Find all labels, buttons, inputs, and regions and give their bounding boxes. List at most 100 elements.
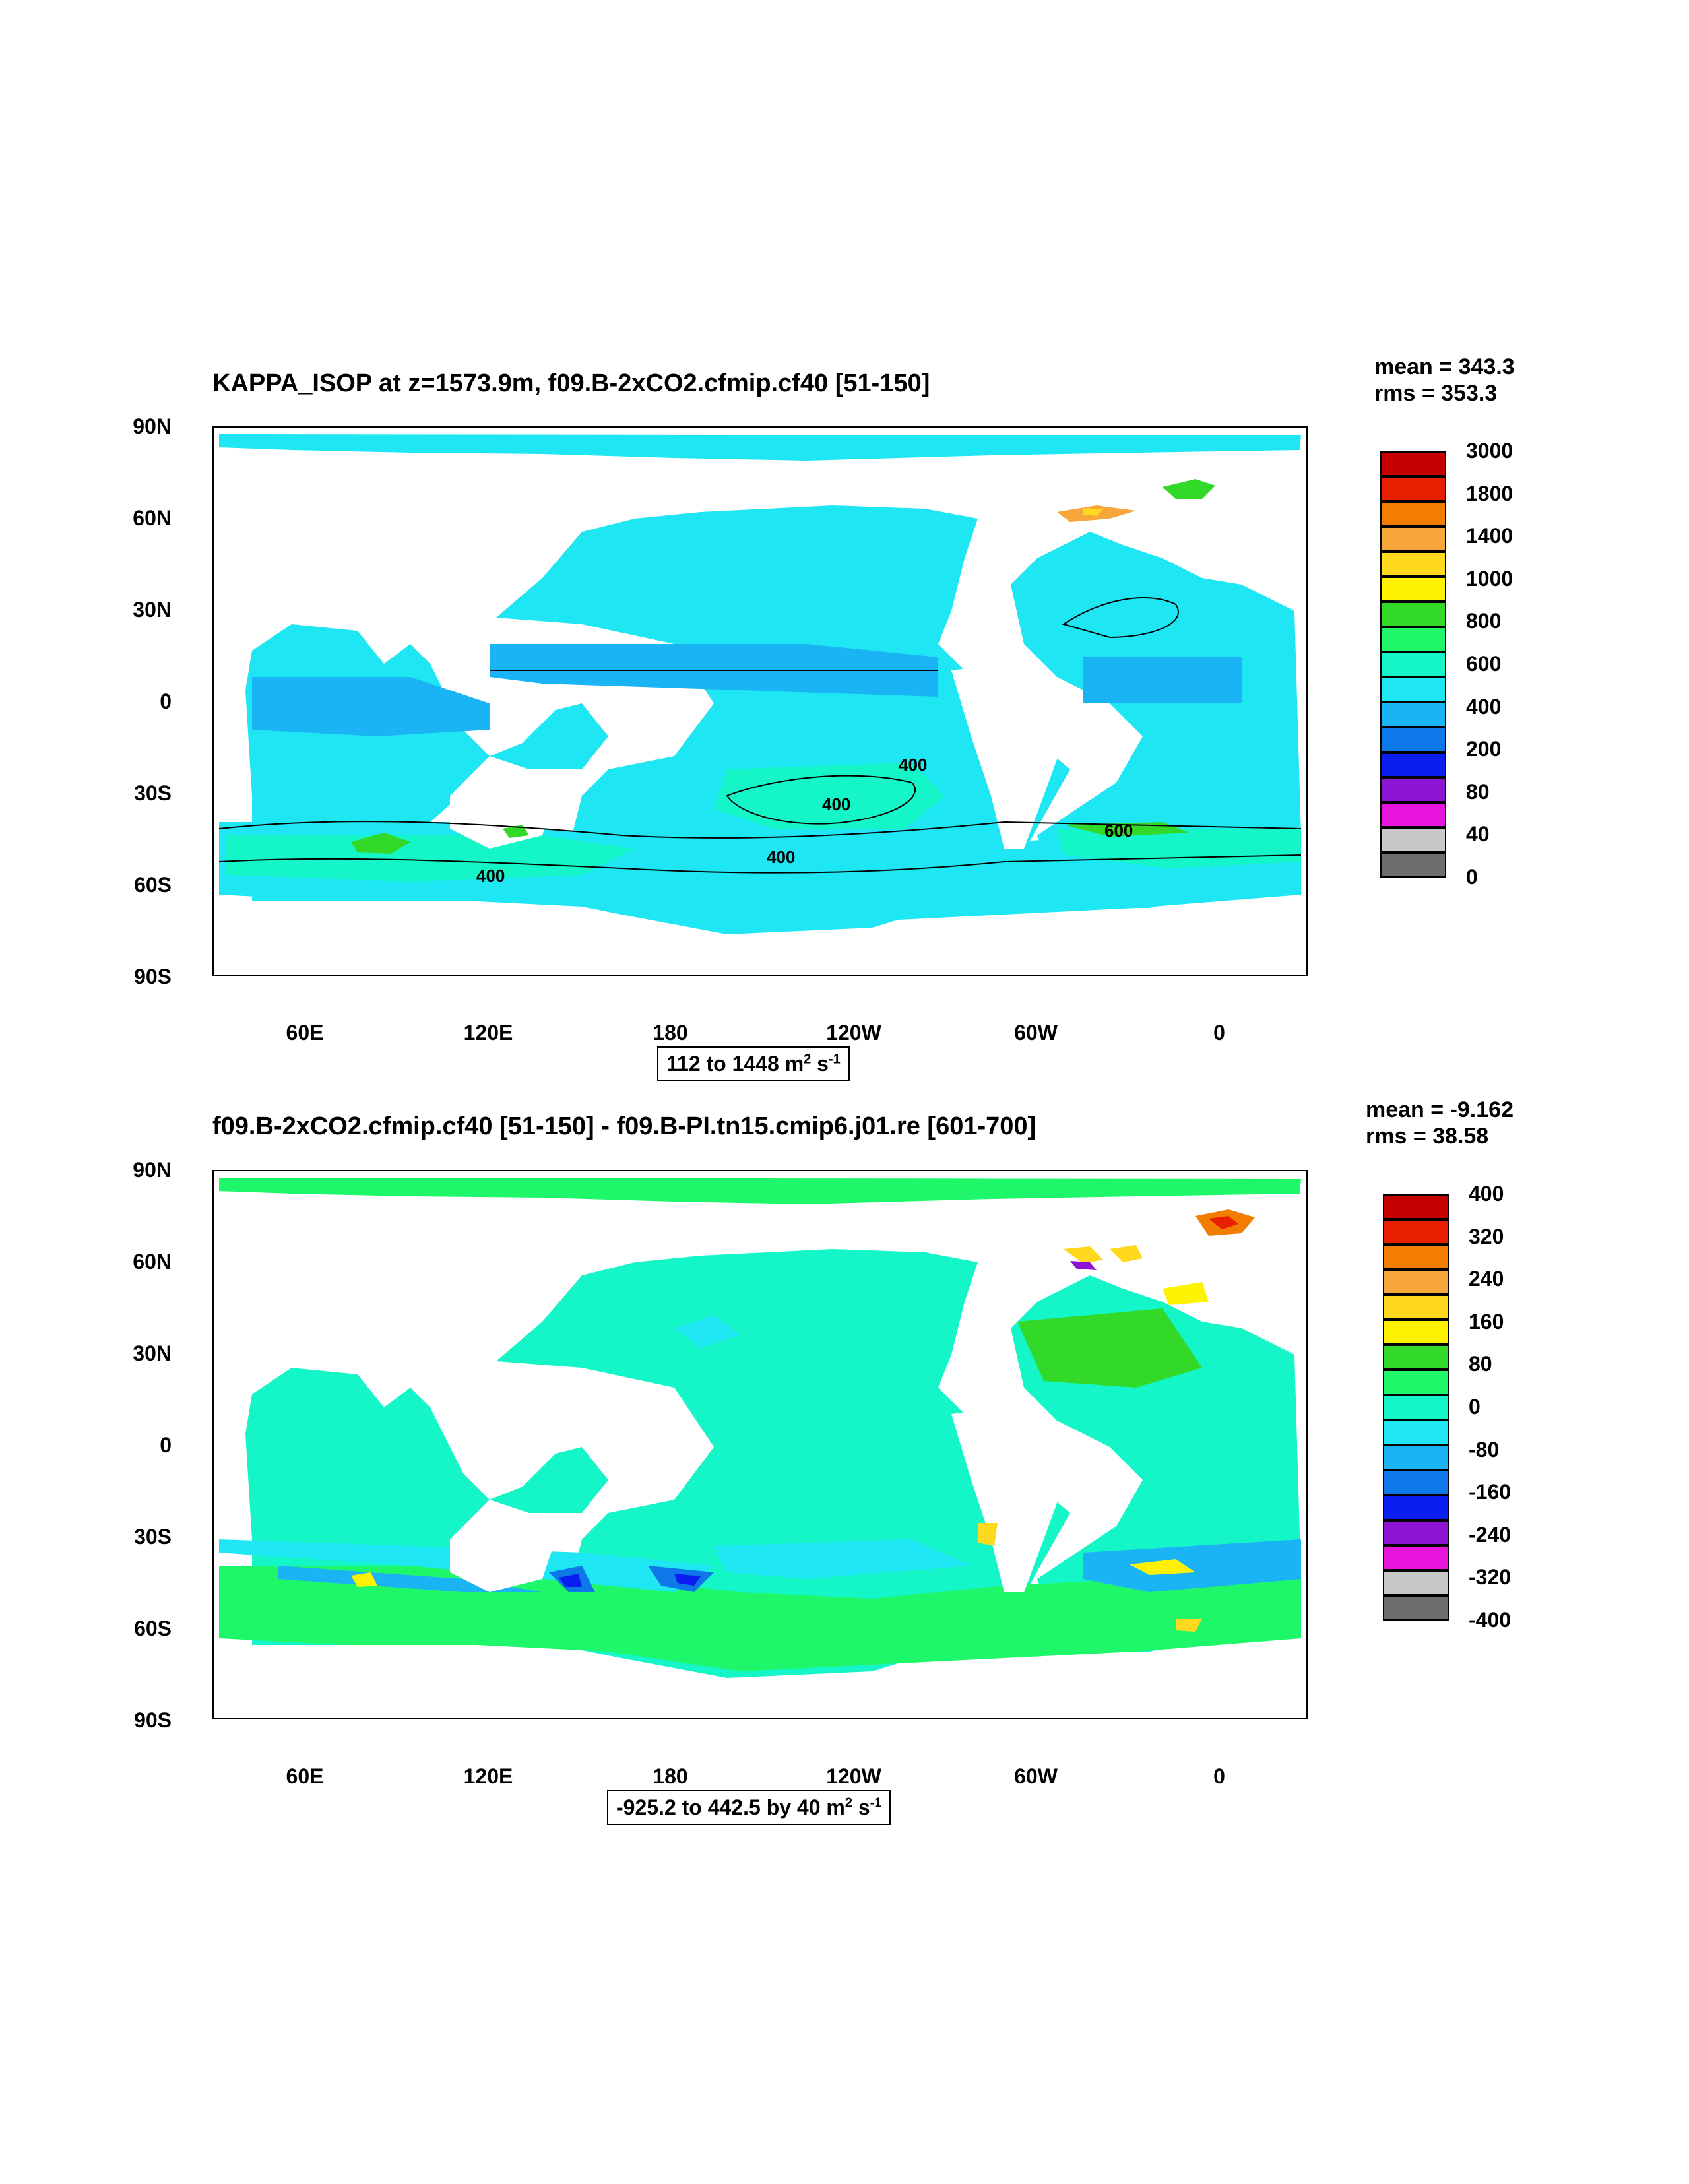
top-colorbar-box bbox=[1380, 451, 1446, 476]
bottom-colorbar-box bbox=[1383, 1395, 1449, 1420]
lat-label-90N: 90N bbox=[133, 414, 172, 438]
top-colorbar-box bbox=[1380, 702, 1446, 727]
bottom-map bbox=[212, 1170, 1308, 1719]
lat-label-60N-b: 60N bbox=[133, 1250, 172, 1273]
contour-label-5: 600 bbox=[1104, 821, 1133, 841]
top-ocean-fill bbox=[219, 434, 1301, 934]
top-colorbar-label: 1400 bbox=[1466, 524, 1514, 548]
bottom-colorbar-box bbox=[1383, 1570, 1449, 1595]
top-mean: mean = 343.3 bbox=[1374, 354, 1515, 379]
lat-label-90N-b: 90N bbox=[133, 1158, 172, 1182]
top-colorbar-box bbox=[1380, 501, 1446, 527]
top-contour-labels: 400 400 400 400 600 bbox=[476, 755, 1133, 885]
top-stats: mean = 343.3 rms = 353.3 bbox=[1374, 354, 1515, 406]
bottom-colorbar-box bbox=[1383, 1219, 1449, 1244]
lon-label-120E-b: 120E bbox=[463, 1764, 513, 1788]
top-colorbar-box bbox=[1380, 552, 1446, 577]
lat-label-60S: 60S bbox=[134, 873, 172, 897]
lon-label-120W: 120W bbox=[826, 1021, 881, 1044]
bottom-colorbar-label: 160 bbox=[1469, 1309, 1504, 1333]
top-range-box: 112 to 1448 m2 s-1 bbox=[657, 1046, 850, 1081]
top-range-text: 112 to 1448 m bbox=[666, 1052, 804, 1076]
bottom-colorbar-label: -400 bbox=[1469, 1608, 1512, 1632]
bottom-colorbar-label: -80 bbox=[1469, 1437, 1500, 1461]
bottom-plot-title: f09.B-2xCO2.cfmip.cf40 [51-150] - f09.B-… bbox=[212, 1112, 1036, 1140]
lon-label-180-b: 180 bbox=[653, 1764, 688, 1788]
top-colorbar-box bbox=[1380, 852, 1446, 878]
bottom-colorbar-label: -240 bbox=[1469, 1522, 1512, 1547]
lon-label-60E-b: 60E bbox=[286, 1764, 324, 1788]
lon-label-120E: 120E bbox=[463, 1021, 513, 1044]
lon-label-60E: 60E bbox=[286, 1021, 324, 1044]
lon-label-120W-b: 120W bbox=[826, 1764, 881, 1788]
bottom-stats: mean = -9.162 rms = 38.58 bbox=[1366, 1097, 1514, 1149]
lat-label-60S-b: 60S bbox=[134, 1617, 172, 1640]
bottom-range-text: -925.2 to 442.5 by 40 m bbox=[616, 1795, 845, 1819]
bottom-rms: rms = 38.58 bbox=[1366, 1124, 1489, 1149]
bottom-colorbar-label: -320 bbox=[1469, 1565, 1512, 1590]
top-colorbar-label: 600 bbox=[1466, 652, 1502, 676]
contour-label-2: 400 bbox=[822, 794, 850, 814]
bottom-colorbar-label: -160 bbox=[1469, 1480, 1512, 1504]
bottom-range-box: -925.2 to 442.5 by 40 m2 s-1 bbox=[607, 1790, 891, 1825]
bottom-colorbar-label: 320 bbox=[1469, 1224, 1504, 1248]
contour-label-4: 400 bbox=[476, 866, 505, 885]
bottom-colorbar-label: 80 bbox=[1469, 1352, 1492, 1376]
top-colorbar-box bbox=[1380, 752, 1446, 777]
lat-label-90S-b: 90S bbox=[134, 1708, 172, 1732]
lon-label-60W-b: 60W bbox=[1014, 1764, 1058, 1788]
bottom-colorbar-box bbox=[1383, 1194, 1449, 1219]
top-colorbar-label: 80 bbox=[1466, 779, 1490, 804]
bottom-colorbar-box bbox=[1383, 1595, 1449, 1621]
top-colorbar-box bbox=[1380, 802, 1446, 827]
lat-label-30N-b: 30N bbox=[133, 1341, 172, 1365]
bottom-colorbar-label: 240 bbox=[1469, 1267, 1504, 1291]
top-colorbar: 3000 1800 1400 1000 800 600 400 200 80 40 0 bbox=[1380, 439, 1578, 953]
bottom-colorbar-box bbox=[1383, 1470, 1449, 1495]
contour-label-3: 400 bbox=[767, 847, 795, 867]
lon-label-0: 0 bbox=[1213, 1021, 1225, 1044]
top-rms: rms = 353.3 bbox=[1374, 381, 1498, 406]
top-colorbar-box bbox=[1380, 602, 1446, 627]
top-colorbar-label: 400 bbox=[1466, 694, 1502, 719]
top-map: 400 400 400 400 600 bbox=[212, 426, 1308, 976]
lat-label-60N: 60N bbox=[133, 506, 172, 530]
lat-label-30S: 30S bbox=[134, 781, 172, 805]
contour-label-1: 400 bbox=[899, 755, 927, 775]
lon-label-0-b: 0 bbox=[1213, 1764, 1225, 1788]
top-plot-title: KAPPA_ISOP at z=1573.9m, f09.B-2xCO2.cfm… bbox=[212, 369, 930, 397]
bottom-colorbar-box bbox=[1383, 1295, 1449, 1320]
bottom-colorbar-box bbox=[1383, 1269, 1449, 1295]
top-colorbar-label: 40 bbox=[1466, 822, 1490, 847]
top-colorbar-box bbox=[1380, 652, 1446, 677]
top-colorbar-box bbox=[1380, 727, 1446, 752]
bottom-mean: mean = -9.162 bbox=[1366, 1097, 1514, 1122]
bottom-ocean-fill bbox=[219, 1178, 1301, 1678]
bottom-colorbar-label: 0 bbox=[1469, 1395, 1481, 1419]
bottom-colorbar-box bbox=[1383, 1545, 1449, 1570]
bottom-colorbar: 400 320 240 160 80 0 -80 -160 -240 -320 -400 bbox=[1383, 1182, 1581, 1696]
top-colorbar-box bbox=[1380, 827, 1446, 852]
bottom-colorbar-label: 400 bbox=[1469, 1182, 1504, 1205]
top-colorbar-box bbox=[1380, 527, 1446, 552]
top-colorbar-label: 200 bbox=[1466, 737, 1502, 761]
top-contours bbox=[218, 597, 1302, 874]
bottom-colorbar-box bbox=[1383, 1320, 1449, 1345]
bottom-colorbar-box bbox=[1383, 1244, 1449, 1269]
lat-label-0-b: 0 bbox=[160, 1433, 172, 1457]
lat-label-0: 0 bbox=[160, 690, 172, 713]
top-colorbar-label: 3000 bbox=[1466, 439, 1514, 463]
top-panel: KAPPA_ISOP at z=1573.9m, f09.B-2xCO2.cfm… bbox=[133, 354, 1578, 1081]
top-colorbar-box bbox=[1380, 577, 1446, 602]
top-colorbar-box bbox=[1380, 777, 1446, 802]
bottom-colorbar-box bbox=[1383, 1420, 1449, 1445]
bottom-colorbar-box bbox=[1383, 1520, 1449, 1545]
bottom-colorbar-box bbox=[1383, 1370, 1449, 1395]
lon-label-60W: 60W bbox=[1014, 1021, 1058, 1044]
bottom-colorbar-box bbox=[1383, 1445, 1449, 1470]
lat-label-30N: 30N bbox=[133, 598, 172, 622]
top-colorbar-label: 800 bbox=[1466, 609, 1502, 633]
top-colorbar-label: 1800 bbox=[1466, 481, 1514, 505]
top-colorbar-label: 0 bbox=[1466, 865, 1478, 889]
top-colorbar-box bbox=[1380, 476, 1446, 501]
